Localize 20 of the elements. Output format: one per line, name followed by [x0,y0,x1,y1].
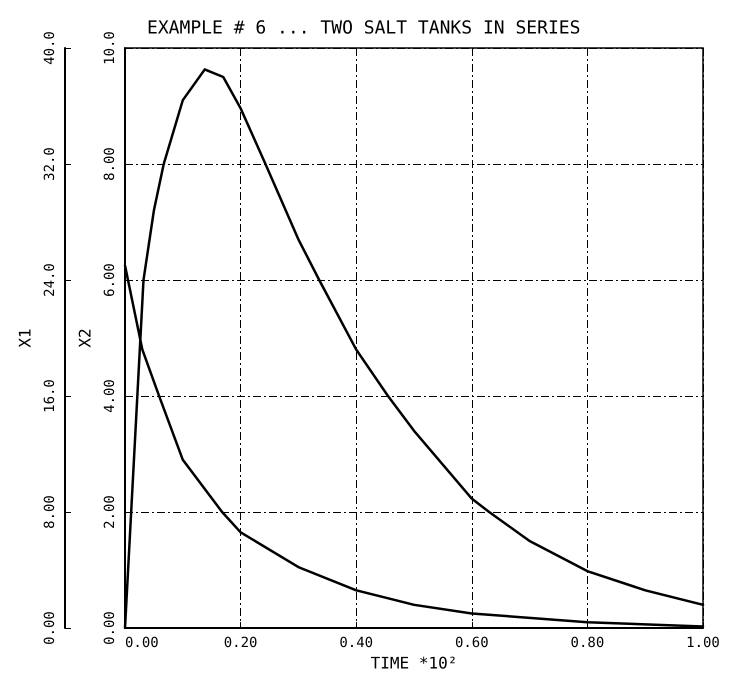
y-tick-label: 24.0 [42,263,58,297]
x-axis-title: TIME *10² [370,653,458,672]
x-tick-label: 0.20 [224,635,258,651]
x-tick-label: 0.00 [125,635,159,651]
x-tick-label: 0.60 [454,635,489,651]
y-axis-title: X1 [16,328,34,348]
y2-tick-label: 6.00 [102,263,118,297]
y-tick-label: 16.0 [42,379,58,413]
y2-tick-label: 8.00 [102,147,118,181]
y2-tick-label: 10.0 [102,31,118,65]
y-tick-label: 40.0 [42,31,58,65]
y-tick-label: 32.0 [42,147,58,181]
chart-title: EXAMPLE # 6 ... TWO SALT TANKS IN SERIES [147,18,580,38]
x-tick-label: 1.00 [686,635,720,651]
y2-tick-label: 2.00 [102,495,118,529]
x-tick-label: 0.40 [339,635,374,651]
y2-tick-label: 4.00 [102,379,118,413]
x-tick-label: 0.80 [570,635,604,651]
y2-axis-title: X2 [76,328,94,348]
y-tick-label: 8.00 [42,495,58,529]
